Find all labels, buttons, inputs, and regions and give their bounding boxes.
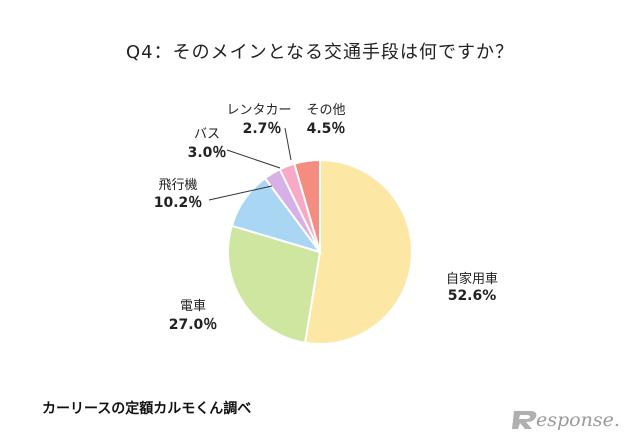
slice-label: バス [194,127,220,142]
leader-line [284,127,292,161]
slice-label: 飛行機 [158,178,197,193]
slice-value-label: 27.0％ [169,317,218,333]
slice-value-label: 2.7％ [243,121,282,137]
slice-value-label: 4.5％ [307,121,346,137]
source-note: カーリースの定額カルモくん調べ [42,401,252,417]
pie-slice [303,158,413,345]
slice-value-label: 52.6% [448,288,497,304]
logo-text: esponse. [536,409,620,431]
leader-line [208,185,273,201]
pie-slice [227,224,322,344]
chart-title: Q4：そのメインとなる交通手段は何ですか？ [125,42,515,63]
slice-label: 電車 [180,299,206,314]
leader-line [226,149,281,169]
slice-label: レンタカー [226,103,291,118]
slice-label: その他 [306,103,345,118]
slice-value-label: 3.0％ [188,145,227,161]
slice-value-label: 10.2％ [154,195,203,211]
pie-slice [293,158,321,253]
slice-label: 自家用車 [446,271,498,287]
response-logo-icon [512,411,537,429]
